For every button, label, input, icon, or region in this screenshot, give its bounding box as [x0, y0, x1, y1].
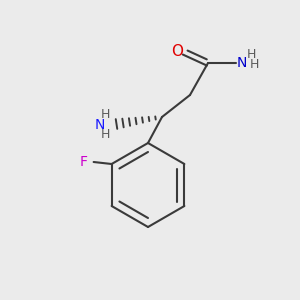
Text: N: N [237, 56, 247, 70]
Text: H: H [100, 128, 110, 142]
Text: N: N [94, 118, 105, 132]
Text: F: F [80, 155, 88, 169]
Text: H: H [250, 58, 260, 70]
Text: H: H [247, 47, 256, 61]
Text: H: H [100, 109, 110, 122]
Text: O: O [171, 44, 183, 59]
